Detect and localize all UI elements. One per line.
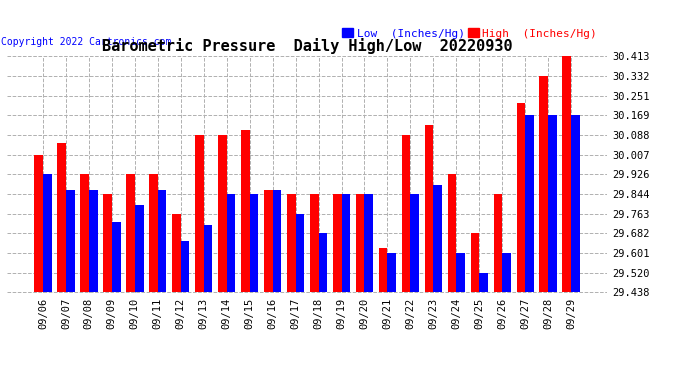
- Bar: [411, 194, 419, 292]
- Bar: [250, 194, 258, 292]
- Bar: [571, 116, 580, 292]
- Bar: [181, 241, 190, 292]
- Bar: [241, 130, 250, 292]
- Bar: [295, 214, 304, 292]
- Bar: [264, 189, 273, 292]
- Bar: [364, 194, 373, 292]
- Text: Copyright 2022 Cartronics.com: Copyright 2022 Cartronics.com: [1, 37, 171, 47]
- Bar: [226, 194, 235, 292]
- Bar: [34, 154, 43, 292]
- Bar: [424, 125, 433, 292]
- Bar: [356, 194, 364, 292]
- Bar: [126, 174, 135, 292]
- Bar: [135, 205, 144, 292]
- Bar: [379, 248, 388, 292]
- Bar: [471, 233, 480, 292]
- Bar: [493, 194, 502, 292]
- Bar: [89, 189, 97, 292]
- Bar: [273, 189, 282, 292]
- Bar: [388, 253, 396, 292]
- Bar: [525, 116, 534, 292]
- Bar: [103, 194, 112, 292]
- Bar: [204, 225, 213, 292]
- Bar: [517, 103, 525, 292]
- Bar: [149, 174, 158, 292]
- Bar: [172, 214, 181, 292]
- Bar: [342, 194, 351, 292]
- Title: Barometric Pressure  Daily High/Low  20220930: Barometric Pressure Daily High/Low 20220…: [101, 38, 513, 54]
- Bar: [158, 189, 166, 292]
- Bar: [480, 273, 488, 292]
- Bar: [195, 135, 204, 292]
- Bar: [433, 185, 442, 292]
- Bar: [319, 233, 327, 292]
- Bar: [402, 135, 411, 292]
- Bar: [333, 194, 342, 292]
- Bar: [218, 135, 226, 292]
- Legend: Low  (Inches/Hg), High  (Inches/Hg): Low (Inches/Hg), High (Inches/Hg): [338, 24, 602, 43]
- Bar: [287, 194, 295, 292]
- Bar: [549, 116, 557, 292]
- Bar: [57, 142, 66, 292]
- Bar: [448, 174, 456, 292]
- Bar: [66, 189, 75, 292]
- Bar: [310, 194, 319, 292]
- Bar: [43, 174, 52, 292]
- Bar: [456, 253, 465, 292]
- Bar: [540, 76, 549, 292]
- Bar: [502, 253, 511, 292]
- Bar: [80, 174, 89, 292]
- Bar: [112, 222, 121, 292]
- Bar: [562, 56, 571, 292]
